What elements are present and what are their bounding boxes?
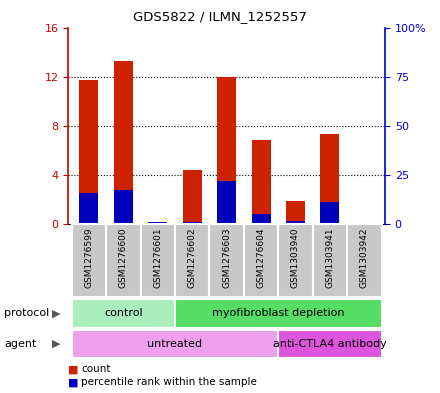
Bar <box>72 329 278 358</box>
Bar <box>286 221 305 224</box>
Bar <box>183 170 202 224</box>
Bar <box>252 140 271 224</box>
Text: untreated: untreated <box>147 339 202 349</box>
Bar <box>175 299 381 328</box>
Text: GSM1276601: GSM1276601 <box>153 228 162 288</box>
Bar <box>114 61 133 224</box>
Text: count: count <box>81 364 111 375</box>
Bar <box>148 222 167 224</box>
Text: GSM1276603: GSM1276603 <box>222 228 231 288</box>
Bar <box>278 329 381 358</box>
Bar <box>140 224 175 297</box>
Text: GSM1276604: GSM1276604 <box>257 228 265 288</box>
Bar <box>347 224 381 297</box>
Text: agent: agent <box>4 339 37 349</box>
Text: GSM1303942: GSM1303942 <box>360 228 369 288</box>
Bar <box>217 181 236 224</box>
Bar <box>183 222 202 224</box>
Text: GSM1276599: GSM1276599 <box>84 228 93 288</box>
Text: anti-CTLA4 antibody: anti-CTLA4 antibody <box>273 339 387 349</box>
Text: GSM1276600: GSM1276600 <box>119 228 128 288</box>
Bar <box>320 134 339 224</box>
Bar <box>278 224 313 297</box>
Bar <box>79 193 98 224</box>
Text: ■: ■ <box>68 364 79 375</box>
Text: GSM1276602: GSM1276602 <box>188 228 197 288</box>
Bar <box>114 189 133 224</box>
Bar <box>175 224 209 297</box>
Text: ■: ■ <box>68 377 79 387</box>
Bar <box>217 77 236 224</box>
Bar <box>72 224 106 297</box>
Bar <box>286 201 305 224</box>
Text: ▶: ▶ <box>52 339 61 349</box>
Bar <box>79 80 98 224</box>
Text: GSM1303940: GSM1303940 <box>291 228 300 288</box>
Text: protocol: protocol <box>4 309 50 318</box>
Text: myofibroblast depletion: myofibroblast depletion <box>212 309 345 318</box>
Bar <box>106 224 140 297</box>
Text: percentile rank within the sample: percentile rank within the sample <box>81 377 257 387</box>
Bar <box>72 299 175 328</box>
Bar <box>148 222 167 224</box>
Bar <box>209 224 244 297</box>
Text: ▶: ▶ <box>52 309 61 318</box>
Bar <box>313 224 347 297</box>
Bar <box>252 214 271 224</box>
Text: GDS5822 / ILMN_1252557: GDS5822 / ILMN_1252557 <box>133 10 307 23</box>
Text: control: control <box>104 309 143 318</box>
Bar <box>320 202 339 224</box>
Bar <box>244 224 278 297</box>
Text: GSM1303941: GSM1303941 <box>326 228 334 288</box>
